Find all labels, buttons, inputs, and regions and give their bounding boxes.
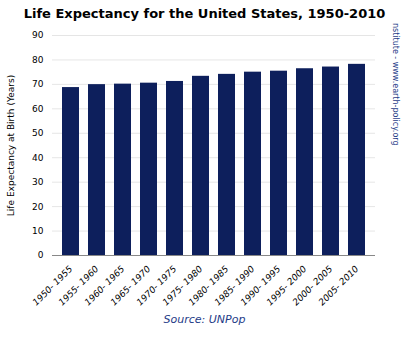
svg-text:50: 50 [32,128,44,138]
svg-text:1985- 1990: 1985- 1990 [212,263,257,308]
svg-text:1995- 2000: 1995- 2000 [264,263,309,308]
svg-text:30: 30 [32,177,44,187]
svg-text:1975- 1980: 1975- 1980 [160,263,205,308]
svg-text:80: 80 [32,55,44,65]
svg-text:2000- 2005: 2000- 2005 [290,263,335,308]
svg-text:1970- 1975: 1970- 1975 [134,263,179,308]
svg-text:40: 40 [32,153,44,163]
html-text:Life Expectancy for the United: Life Expectancy for the United States, 1… [23,6,386,21]
svg-text:Life Expectancy at Birth (Year: Life Expectancy at Birth (Years) [6,75,16,216]
svg-text:Earth Policy Institute - www.e: Earth Policy Institute - www.earth-polic… [391,23,400,146]
svg-text:1980- 1985: 1980- 1985 [186,263,231,308]
svg-text:1965- 1970: 1965- 1970 [108,263,153,308]
svg-text:20: 20 [32,201,44,211]
svg-text:1950- 1955: 1950- 1955 [30,263,75,308]
html-text:Source: UNPop: Source: UNPop [163,313,246,326]
svg-text:2005- 2010: 2005- 2010 [317,264,361,308]
svg-text:1990- 1995: 1990- 1995 [238,263,283,308]
svg-text:1955- 1960: 1955- 1960 [56,263,101,308]
svg-text:10: 10 [32,226,44,236]
svg-text:0: 0 [38,250,44,260]
svg-text:70: 70 [32,79,44,89]
svg-text:60: 60 [32,104,44,114]
svg-text:90: 90 [32,30,44,40]
svg-text:1960- 1965: 1960- 1965 [82,263,127,308]
